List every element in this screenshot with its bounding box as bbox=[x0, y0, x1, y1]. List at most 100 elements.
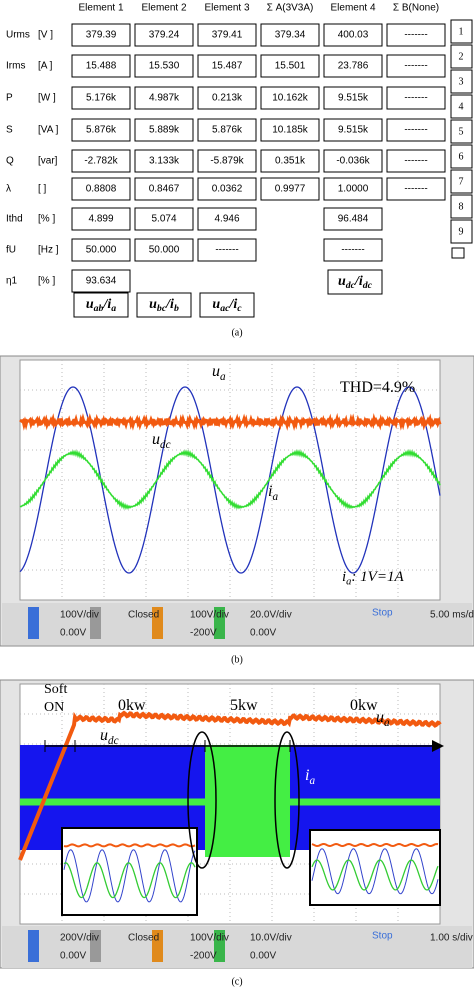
cell bbox=[134, 207, 194, 231]
cell bbox=[323, 177, 383, 201]
cell-value: 4.899 bbox=[88, 214, 113, 225]
cell-value: 5.176k bbox=[86, 93, 117, 104]
column-header: Element 2 bbox=[141, 3, 186, 14]
cell bbox=[323, 54, 383, 78]
label-part: /i bbox=[102, 297, 111, 312]
status-bar bbox=[2, 603, 472, 645]
caption: (c) bbox=[231, 976, 242, 987]
subscript: ab bbox=[94, 303, 104, 314]
cell-value: 15.501 bbox=[275, 61, 306, 72]
label: ia bbox=[268, 483, 278, 503]
cell bbox=[71, 118, 131, 142]
status: 0.00V bbox=[250, 628, 276, 639]
cell-value: -0.036k bbox=[336, 156, 370, 167]
channel bbox=[214, 607, 225, 639]
cell bbox=[134, 54, 194, 78]
cell bbox=[134, 177, 194, 201]
cell-value: 93.634 bbox=[86, 276, 117, 287]
cell bbox=[71, 177, 131, 201]
tab bbox=[450, 119, 473, 144]
label-part: u bbox=[149, 297, 157, 312]
cell bbox=[197, 118, 257, 142]
label: 5kw bbox=[230, 697, 258, 714]
subscript: bc bbox=[157, 303, 167, 314]
label-box bbox=[73, 292, 129, 318]
cell bbox=[260, 118, 320, 142]
cell bbox=[260, 23, 320, 47]
cell bbox=[386, 149, 446, 173]
cell-value: 50.000 bbox=[149, 245, 180, 256]
cell bbox=[323, 149, 383, 173]
cell-value: -2.782k bbox=[84, 156, 118, 167]
cell-value: 15.488 bbox=[86, 61, 117, 72]
u-a-wave bbox=[19, 386, 441, 574]
tab bbox=[450, 144, 473, 169]
row-name: fU bbox=[6, 245, 16, 256]
cell bbox=[386, 177, 446, 201]
cell-value: 5.876k bbox=[212, 125, 243, 136]
cell bbox=[260, 149, 320, 173]
inset bbox=[61, 827, 198, 916]
subscript: a bbox=[384, 716, 390, 728]
cell-value: 379.41 bbox=[212, 30, 243, 41]
subscript: dc bbox=[363, 280, 373, 291]
cell-value: -5.879k bbox=[210, 156, 244, 167]
tab bbox=[450, 44, 473, 69]
cell-value: 0.9977 bbox=[275, 184, 306, 195]
label: 0kw bbox=[118, 697, 146, 714]
cell-value: 379.39 bbox=[86, 30, 117, 41]
tab-label: 8 bbox=[459, 201, 464, 212]
cell bbox=[197, 238, 257, 262]
label: uab/ia bbox=[86, 297, 116, 314]
status: 0.00V bbox=[60, 951, 86, 962]
cell-value: 96.484 bbox=[338, 214, 369, 225]
cell-value: 50.000 bbox=[86, 245, 117, 256]
row-unit: [W ] bbox=[38, 93, 56, 104]
label-part: i bbox=[268, 483, 272, 500]
cell-value: 9.515k bbox=[338, 93, 369, 104]
cell-value: 0.8808 bbox=[86, 184, 117, 195]
subscript: a bbox=[272, 490, 278, 502]
cell-value: 9.515k bbox=[338, 125, 369, 136]
row-name: Urms bbox=[6, 30, 30, 41]
tab bbox=[450, 94, 473, 119]
row-name: Q bbox=[6, 156, 14, 167]
row-unit: [% ] bbox=[38, 214, 55, 225]
subscript: a bbox=[346, 577, 351, 588]
column-header: Element 4 bbox=[330, 3, 375, 14]
cell-value: 10.185k bbox=[272, 125, 309, 136]
status: Stop bbox=[372, 931, 393, 942]
label: ia: 1V=1A bbox=[342, 569, 404, 587]
inset-u bbox=[311, 848, 439, 895]
cell bbox=[197, 86, 257, 110]
label-box bbox=[199, 292, 255, 318]
cell bbox=[197, 149, 257, 173]
channel bbox=[152, 930, 163, 962]
cell-value: 0.351k bbox=[275, 156, 306, 167]
inset-i bbox=[311, 859, 439, 891]
cell-value: 379.24 bbox=[149, 30, 180, 41]
label: Soft bbox=[44, 682, 67, 697]
cell-value: 23.786 bbox=[338, 61, 369, 72]
label-part: 5kw bbox=[230, 697, 258, 714]
arrow bbox=[432, 740, 444, 752]
cell bbox=[386, 86, 446, 110]
cell bbox=[197, 54, 257, 78]
inset-i bbox=[63, 862, 196, 899]
cell bbox=[197, 207, 257, 231]
u-dc-wave bbox=[18, 710, 442, 861]
cell-value: 15.487 bbox=[212, 61, 243, 72]
cell bbox=[71, 86, 131, 110]
tab bbox=[450, 194, 473, 219]
cell-value: 15.530 bbox=[149, 61, 180, 72]
subscript: a bbox=[111, 303, 116, 314]
subscript: c bbox=[237, 303, 242, 314]
cell-value: 400.03 bbox=[338, 30, 369, 41]
label: ia bbox=[305, 767, 315, 787]
row-unit: [Hz ] bbox=[38, 245, 59, 256]
channel bbox=[90, 930, 101, 962]
label-part: Soft bbox=[44, 682, 67, 697]
